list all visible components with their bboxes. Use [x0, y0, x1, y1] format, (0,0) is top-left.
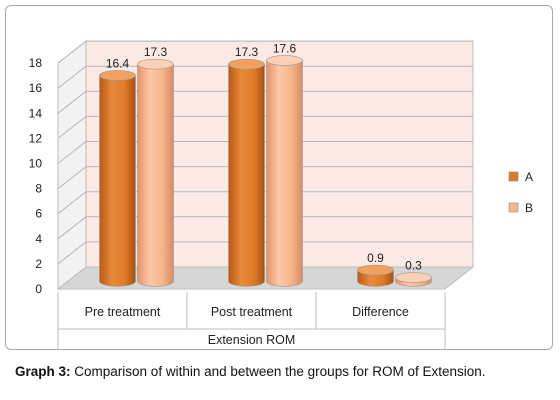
grid-line [57, 65, 473, 89]
bar [228, 58, 265, 287]
data-label: 16.4 [106, 56, 130, 70]
grid-lines [57, 40, 473, 265]
x-tick-label: Post treatment [211, 305, 293, 319]
legend-swatch [508, 202, 519, 213]
grid-line [57, 115, 473, 139]
x-tick-label: Difference [352, 305, 409, 319]
bar-body [228, 63, 265, 287]
bar-top [266, 55, 303, 66]
grid-line [57, 241, 473, 265]
y-tick-label: 18 [29, 56, 43, 70]
grid-line [57, 216, 473, 240]
bar [266, 55, 303, 287]
y-tick-label: 6 [35, 207, 42, 221]
y-tick-label: 4 [35, 232, 42, 246]
bar [357, 264, 394, 287]
y-tick-label: 8 [35, 182, 42, 196]
bar [395, 272, 432, 287]
y-tick-label: 14 [29, 106, 43, 120]
y-tick-label: 2 [35, 257, 42, 271]
extension-rom-chart: 0 2 4 6 8 10 12 14 16 18 16.4 17.3 17.3 17.6 0.9 0.3 P… [29, 40, 533, 350]
bars [99, 55, 432, 287]
caption-label: Graph 3: [15, 364, 71, 379]
y-tick-label: 12 [29, 131, 43, 145]
data-label: 0.9 [367, 251, 384, 265]
plot-side-wall [57, 40, 87, 291]
grid-line [57, 166, 473, 189]
legend-label: B [525, 201, 533, 215]
grid-line [57, 40, 473, 64]
x-axis-title: Extension ROM [208, 333, 296, 347]
data-label: 17.6 [273, 41, 297, 55]
y-axis-ticks: 0 2 4 6 8 10 12 14 16 18 [29, 56, 43, 296]
bar-body [137, 63, 174, 287]
data-label: 17.3 [235, 45, 259, 59]
x-axis: Pre treatment Post treatment Difference Ext… [57, 292, 446, 350]
y-tick-label: 0 [35, 282, 42, 296]
figure-caption: Graph 3: Comparison of within and betwee… [15, 364, 555, 379]
grid-line [57, 141, 473, 164]
caption-text: Comparison of within and between the gro… [74, 364, 486, 379]
data-labels: 16.4 17.3 17.3 17.6 0.9 0.3 [106, 41, 422, 272]
bar-top [99, 70, 136, 81]
grid-line [57, 191, 473, 215]
y-tick-label: 16 [29, 81, 43, 95]
data-label: 0.3 [405, 259, 422, 273]
grid-line [57, 90, 473, 114]
bar-top [357, 264, 394, 276]
legend-label: A [525, 170, 533, 184]
bar [137, 58, 174, 287]
x-tick-label: Pre treatment [85, 305, 161, 319]
legend-swatch [508, 171, 519, 182]
bar-body [266, 60, 303, 287]
bar-top [137, 58, 174, 70]
y-tick-label: 10 [29, 157, 43, 171]
legend: AB [508, 170, 533, 215]
bar [99, 70, 136, 287]
bar-top [395, 272, 432, 283]
bar-top [228, 58, 265, 70]
bar-body [99, 75, 136, 287]
data-label: 17.3 [144, 45, 168, 59]
